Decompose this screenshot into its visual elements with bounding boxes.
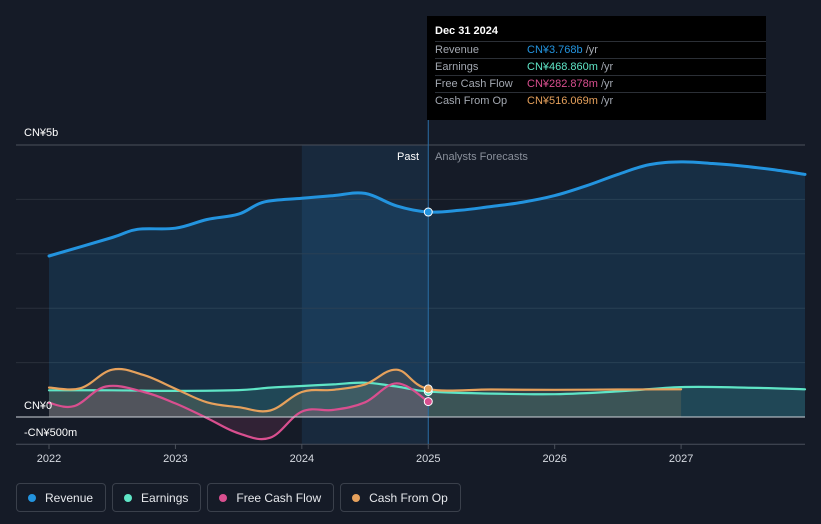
legend-dot-icon xyxy=(219,493,228,502)
tooltip-label: Revenue xyxy=(435,44,480,56)
tooltip-unit: /yr xyxy=(601,61,614,73)
legend-label: Earnings xyxy=(141,490,189,505)
tooltip-value: CN¥3.768b xyxy=(527,44,583,56)
x-axis-ticks: 2022 2023 2024 2025 2026 2027 xyxy=(37,444,693,465)
tooltip-value: CN¥468.860m xyxy=(527,61,598,73)
x-tick-label: 2026 xyxy=(542,453,566,465)
forecast-label: Analysts Forecasts xyxy=(435,151,528,163)
area-revenue xyxy=(49,161,805,417)
legend-item-cash-from-op[interactable]: Cash From Op xyxy=(340,483,461,512)
legend-dot-icon xyxy=(28,493,36,502)
x-tick-label: 2027 xyxy=(669,453,693,465)
gridlines xyxy=(16,144,805,445)
marker-revenue xyxy=(423,207,433,217)
tooltip-unit: /yr xyxy=(601,78,614,90)
series-markers xyxy=(423,207,433,407)
line-free-cash-flow xyxy=(47,382,430,441)
legend-dot-icon xyxy=(352,493,361,502)
legend: Revenue Earnings Free Cash Flow Cash Fro… xyxy=(16,483,461,512)
legend-label: Free Cash Flow xyxy=(236,490,322,505)
series-lines xyxy=(47,160,807,441)
line-cash-from-op xyxy=(47,367,683,413)
x-tick-label: 2023 xyxy=(163,453,187,465)
tooltip-label: Free Cash Flow xyxy=(435,78,513,90)
legend-dot-icon xyxy=(124,493,133,502)
legend-item-revenue[interactable]: Revenue xyxy=(16,483,107,512)
marker-cash-from-op xyxy=(423,384,433,394)
tooltip-date: Dec 31 2024 xyxy=(435,25,498,37)
past-label: Past xyxy=(397,151,419,163)
y-label-zero: CN¥0 xyxy=(24,400,52,412)
legend-label: Cash From Op xyxy=(369,490,448,505)
y-label-top: CN¥5b xyxy=(24,127,58,139)
tooltip-row-revenue: Revenue CN¥3.768b /yr xyxy=(435,41,766,59)
x-tick-label: 2022 xyxy=(37,453,61,465)
tooltip-unit: /yr xyxy=(585,44,598,56)
area-cash-from-op xyxy=(49,369,682,417)
tooltip: Dec 31 2024 Revenue CN¥3.768b /yr Earnin… xyxy=(427,16,766,120)
legend-label: Revenue xyxy=(45,490,94,505)
line-revenue xyxy=(47,160,807,258)
marker-free-cash-flow xyxy=(423,397,433,407)
tooltip-row-earnings: Earnings CN¥468.860m /yr xyxy=(435,58,766,76)
legend-item-earnings[interactable]: Earnings xyxy=(112,483,202,512)
tooltip-unit: /yr xyxy=(601,95,614,107)
series-areas xyxy=(49,161,805,440)
legend-item-free-cash-flow[interactable]: Free Cash Flow xyxy=(207,483,335,512)
tooltip-row-cash-from-op: Cash From Op CN¥516.069m /yr xyxy=(435,92,766,110)
y-label-bottom: -CN¥500m xyxy=(24,427,77,439)
tooltip-value: CN¥516.069m xyxy=(527,95,598,107)
area-free-cash-flow xyxy=(49,383,429,440)
tooltip-row-free-cash-flow: Free Cash Flow CN¥282.878m /yr xyxy=(435,75,766,93)
x-tick-label: 2024 xyxy=(290,453,314,465)
tooltip-label: Earnings xyxy=(435,61,479,73)
tooltip-value: CN¥282.878m xyxy=(527,78,598,90)
x-tick-label: 2025 xyxy=(416,453,440,465)
tooltip-label: Cash From Op xyxy=(435,95,508,107)
